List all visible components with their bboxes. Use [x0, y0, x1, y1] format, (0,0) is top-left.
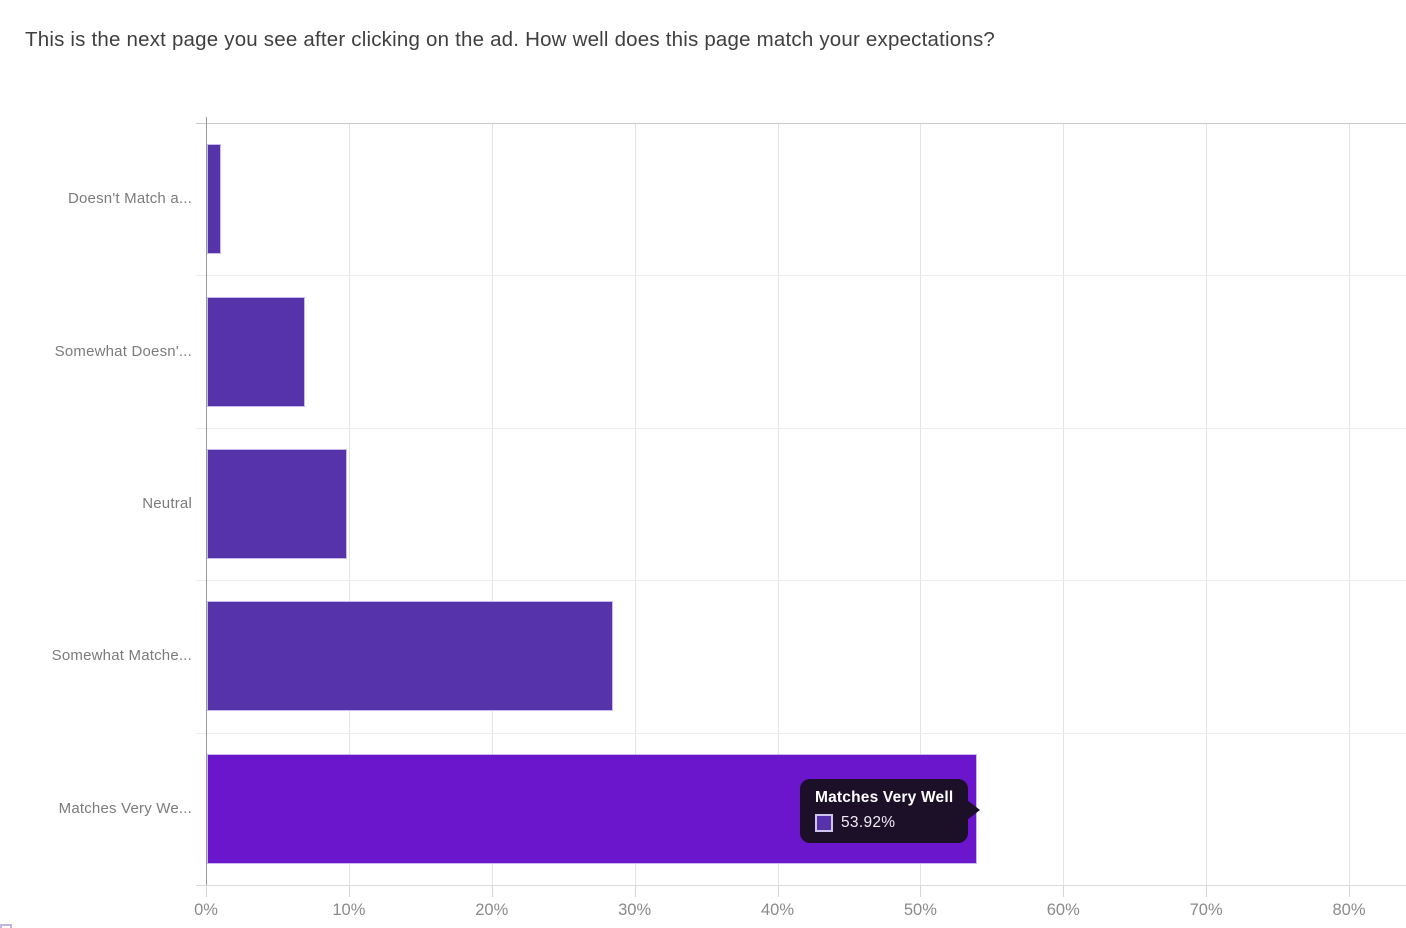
row-separator-gridline [196, 732, 1406, 734]
bar-4[interactable] [207, 601, 613, 711]
x-axis-tick [1349, 885, 1350, 897]
x-axis-tick [634, 885, 636, 897]
x-axis-tick-label: 40% [760, 901, 795, 919]
x-axis-tick [777, 885, 779, 897]
x-axis-tick-label: 60% [1046, 901, 1080, 919]
question-title: This is the next page you see after clic… [25, 28, 996, 51]
x-axis-tick [491, 885, 493, 897]
x-gridline [1349, 123, 1350, 885]
category-label: Somewhat Matche... [51, 647, 192, 664]
tooltip-legend-swatch-icon [815, 814, 833, 832]
tooltip-value: 53.92% [841, 814, 896, 831]
row-separator-gridline [196, 427, 1406, 429]
category-label: Neutral [142, 495, 192, 512]
bottom-left-partial-element [0, 924, 12, 928]
x-gridline [491, 123, 493, 885]
x-gridline [1063, 123, 1065, 885]
plot-top-border [196, 123, 1406, 124]
x-axis-tick-label: 50% [903, 901, 937, 919]
x-axis-tick-label: 30% [618, 901, 652, 919]
x-gridline [634, 123, 636, 885]
tooltip-title: Matches Very Well [815, 789, 954, 806]
x-axis-tick [1206, 885, 1208, 897]
x-axis-tick-label: 0% [194, 901, 218, 919]
category-label: Matches Very We... [58, 800, 192, 817]
category-label: Somewhat Doesn'... [54, 343, 192, 360]
x-axis-tick-label: 80% [1332, 901, 1366, 919]
row-separator-gridline [196, 580, 1406, 582]
bar-2[interactable] [207, 297, 305, 407]
tooltip: Matches Very Well 53.92% [800, 779, 981, 843]
x-gridline [920, 123, 922, 885]
y-axis-line [206, 117, 207, 885]
x-axis-tick-label: 20% [475, 901, 509, 919]
x-axis-tick [920, 885, 922, 897]
x-gridline [777, 123, 779, 885]
x-axis-tick-label: 10% [332, 901, 366, 919]
bar-3[interactable] [207, 449, 347, 559]
bar-1[interactable] [207, 144, 221, 254]
x-gridline [1206, 123, 1208, 885]
x-axis-tick-label: 70% [1189, 901, 1223, 919]
row-separator-gridline [196, 275, 1406, 277]
x-axis-tick [1063, 885, 1065, 897]
tooltip-value-row: 53.92% [815, 814, 953, 832]
tooltip-arrow [967, 800, 981, 820]
x-axis-tick [206, 885, 207, 897]
x-gridline [348, 123, 350, 885]
x-axis-line [196, 885, 1406, 886]
x-axis-tick [348, 885, 350, 897]
category-label: Doesn't Match a... [67, 190, 192, 207]
